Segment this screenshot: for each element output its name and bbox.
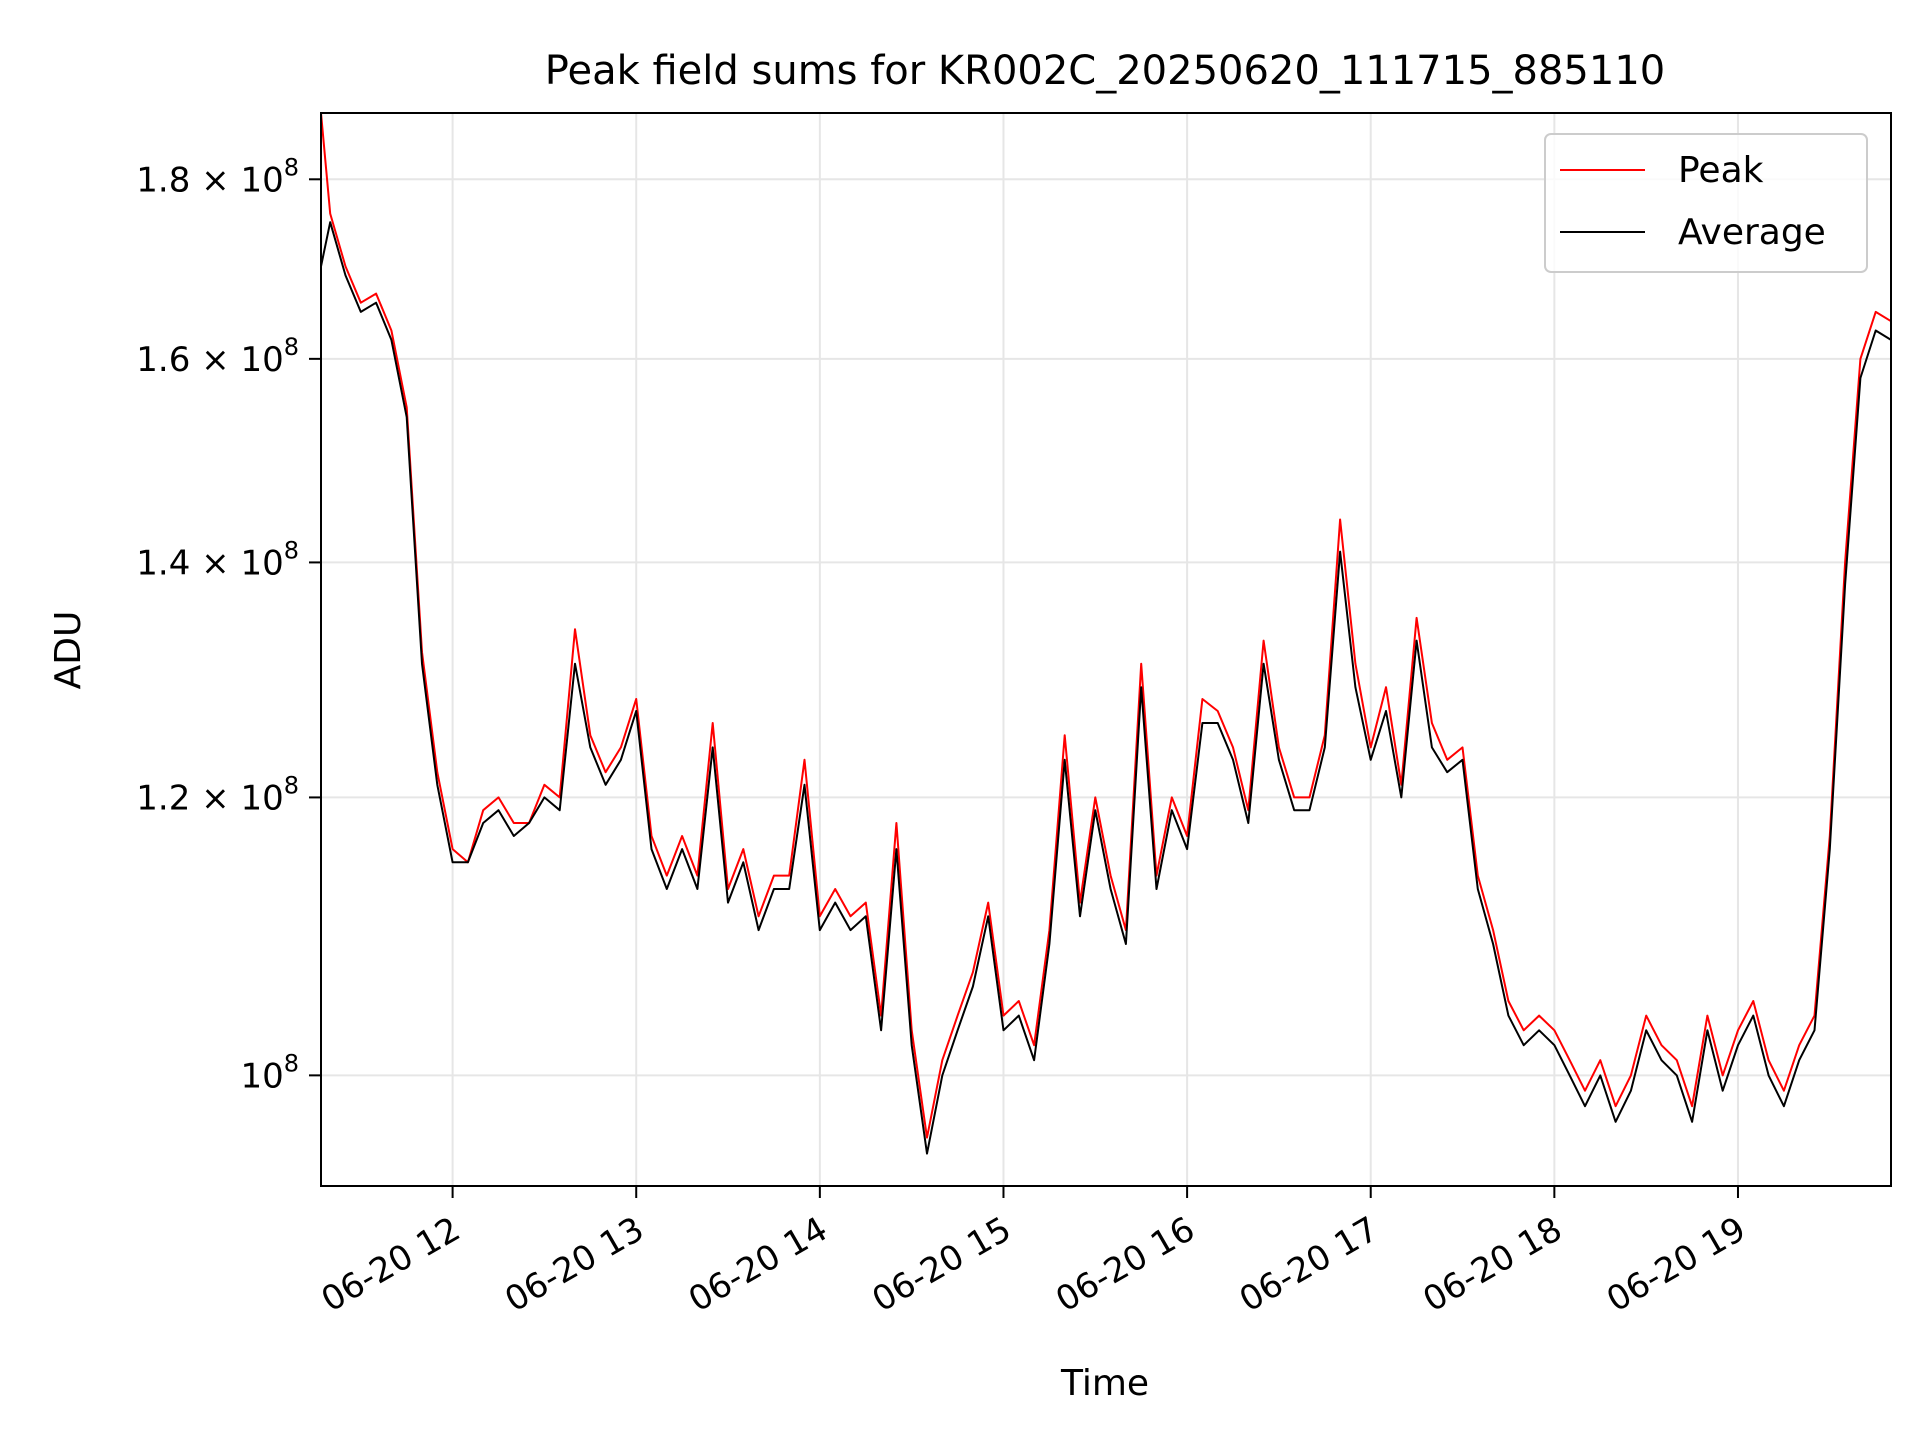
y-axis: 108 1.2 × 108 1.4 × 108 1.6 × 108 1.8 × 108 xyxy=(136,153,321,1096)
series-line-average xyxy=(320,221,1892,1155)
y-tick-label: 1.6 × 108 xyxy=(136,333,299,380)
y-tick-label: 1.2 × 108 xyxy=(136,771,299,818)
legend-label-average: Average xyxy=(1678,212,1826,253)
series-line-peak xyxy=(320,112,1892,1139)
chart-title: Peak field sums for KR002C_20250620_1117… xyxy=(545,48,1665,94)
data-lines xyxy=(320,112,1892,1155)
legend: Peak Average xyxy=(1544,133,1868,273)
y-tick-label: 1.8 × 108 xyxy=(136,153,299,200)
y-axis-label: ADU xyxy=(48,611,89,690)
y-tick-label: 108 xyxy=(240,1049,299,1096)
legend-label-peak: Peak xyxy=(1678,150,1764,191)
y-tick-label: 1.4 × 108 xyxy=(136,536,299,583)
plot-frame xyxy=(320,112,1892,1187)
x-axis-label: Time xyxy=(1060,1363,1149,1404)
grid xyxy=(321,113,1891,1186)
legend-box xyxy=(1544,133,1868,273)
